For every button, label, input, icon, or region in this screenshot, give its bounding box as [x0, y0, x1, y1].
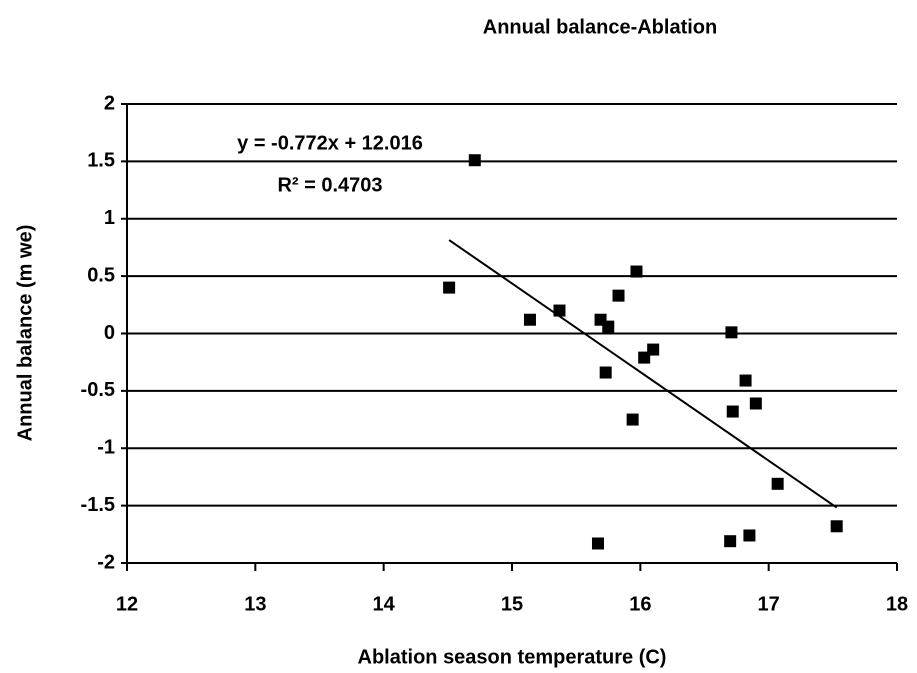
x-axis-label: Ablation season temperature (C) — [358, 646, 667, 668]
x-tick-label: 15 — [501, 593, 523, 615]
y-tick-label: -0.5 — [81, 379, 115, 401]
scatter-point — [468, 154, 481, 167]
y-tick-label: -1.5 — [81, 494, 115, 516]
scatter-point — [638, 351, 651, 364]
y-tick-label: -1 — [97, 437, 115, 459]
scatter-point — [443, 281, 456, 294]
x-tick-label: 17 — [758, 593, 780, 615]
scatter-point — [591, 537, 604, 550]
y-axis-label: Annual balance (m we) — [14, 225, 36, 442]
scatter-point — [771, 477, 784, 490]
y-tick-label: -2 — [97, 551, 115, 573]
scatter-point — [523, 313, 536, 326]
scatter-point — [743, 529, 756, 542]
scatter-point — [626, 413, 639, 426]
scatter-point — [749, 397, 762, 410]
y-tick-label: 0.5 — [87, 264, 115, 286]
x-tick-label: 16 — [629, 593, 651, 615]
scatter-point — [630, 265, 643, 278]
x-tick-label: 13 — [244, 593, 266, 615]
scatter-point — [739, 374, 752, 387]
scatter-point — [830, 520, 843, 533]
y-tick-label: 1 — [104, 207, 115, 229]
scatter-point — [602, 320, 615, 333]
x-tick-label: 18 — [886, 593, 908, 615]
y-tick-label: 1.5 — [87, 150, 115, 172]
scatter-point — [726, 405, 739, 418]
chart-title: Annual balance-Ablation — [483, 16, 717, 38]
trendline-equation: y = -0.772x + 12.016 — [237, 132, 423, 154]
scatter-point — [553, 304, 566, 317]
x-tick-label: 12 — [116, 593, 138, 615]
scatter-point — [725, 326, 738, 339]
scatter-point — [599, 366, 612, 379]
y-tick-label: 2 — [104, 92, 115, 114]
x-tick-label: 14 — [373, 593, 396, 615]
y-tick-label: 0 — [104, 322, 115, 344]
scatter-point — [612, 289, 625, 302]
r-squared: R² = 0.4703 — [277, 174, 382, 196]
scatter-point — [724, 535, 737, 548]
trendline — [448, 239, 838, 509]
